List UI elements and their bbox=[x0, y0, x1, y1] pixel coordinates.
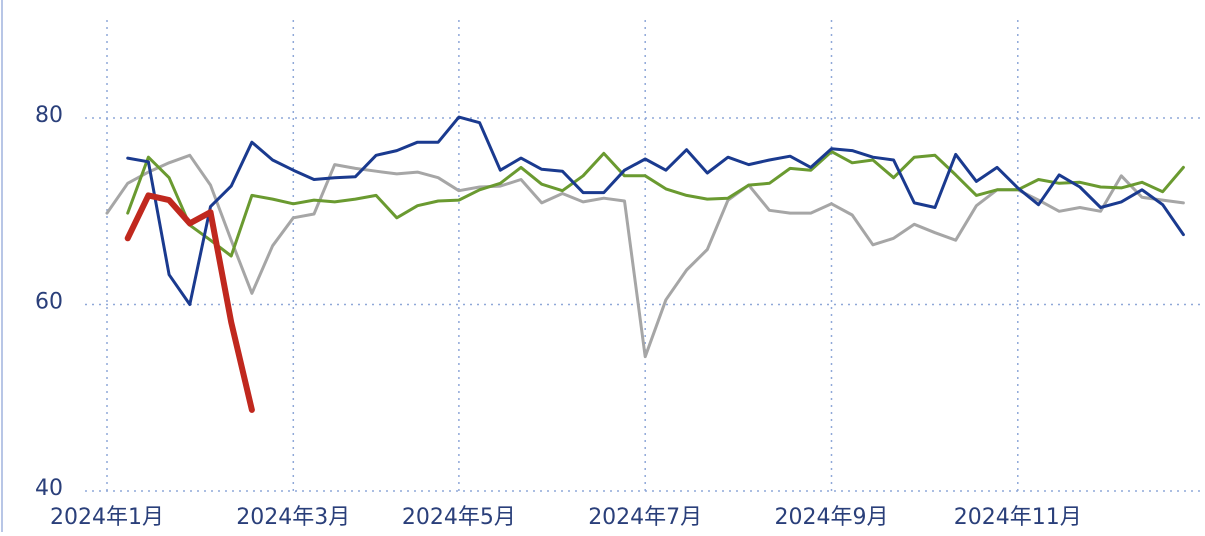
x-tick-label: 2024年9月 bbox=[775, 505, 889, 530]
x-tick-label: 2024年5月 bbox=[402, 505, 516, 530]
series-line bbox=[124, 192, 255, 413]
y-tick-label: 40 bbox=[35, 476, 63, 501]
x-tick-label: 2024年3月 bbox=[236, 505, 350, 530]
x-tick-label: 2024年1月 bbox=[50, 505, 164, 530]
series-line bbox=[126, 115, 1185, 306]
x-tick-label: 2024年11月 bbox=[954, 505, 1082, 530]
series-line bbox=[105, 153, 1185, 359]
y-tick-label: 60 bbox=[35, 290, 63, 315]
y-tick-label: 80 bbox=[35, 103, 63, 128]
series-line bbox=[126, 150, 1185, 258]
x-tick-label: 2024年7月 bbox=[588, 505, 702, 530]
